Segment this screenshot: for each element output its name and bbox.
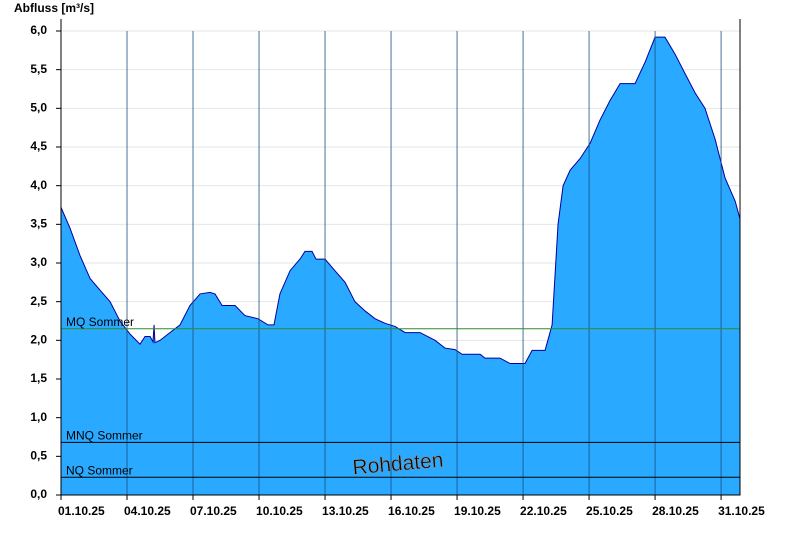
y-tick-label: 6,0 — [30, 23, 47, 37]
area — [60, 36, 741, 496]
y-tick-label: 5,0 — [30, 101, 47, 115]
x-tick-label: 25.10.25 — [586, 504, 633, 518]
y-tick-label: 2,5 — [30, 294, 47, 308]
y-tick-label: 1,5 — [30, 371, 47, 385]
x-tick-label: 10.10.25 — [256, 504, 303, 518]
x-tick-label: 04.10.25 — [124, 504, 171, 518]
x-tick-label: 16.10.25 — [388, 504, 435, 518]
y-tick-label: 3,5 — [30, 217, 47, 231]
y-tick-label: 1,0 — [30, 410, 47, 424]
y-tick-label: 0,0 — [30, 487, 47, 501]
y-tick-label: 4,5 — [30, 139, 47, 153]
x-tick-label: 19.10.25 — [454, 504, 501, 518]
y-tick-label: 3,0 — [30, 255, 47, 269]
x-tick-label: 31.10.25 — [718, 504, 765, 518]
y-tick-label: 2,0 — [30, 333, 47, 347]
y-axis-title: Abfluss [m³/s] — [14, 1, 94, 15]
reference-label: MQ Sommer — [66, 315, 134, 329]
y-tick-label: 5,5 — [30, 62, 47, 76]
x-tick-label: 07.10.25 — [190, 504, 237, 518]
y-tick-label: 4,0 — [30, 178, 47, 192]
x-tick-label: 22.10.25 — [520, 504, 567, 518]
x-tick-label: 28.10.25 — [652, 504, 699, 518]
x-tick-label: 01.10.25 — [58, 504, 105, 518]
reference-label: MNQ Sommer — [66, 429, 143, 443]
y-tick-label: 0,5 — [30, 449, 47, 463]
reference-label: NQ Sommer — [66, 463, 133, 477]
x-tick-label: 13.10.25 — [322, 504, 369, 518]
